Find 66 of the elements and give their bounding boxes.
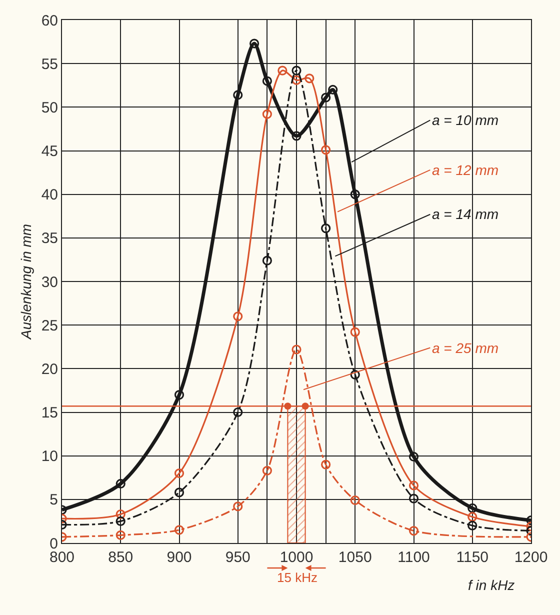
- point: [249, 38, 260, 48]
- point: [233, 502, 243, 512]
- y-tick-label: 60: [41, 12, 58, 30]
- point: [350, 370, 360, 380]
- annotation: a = 10 mm: [432, 112, 499, 128]
- point: [304, 74, 314, 84]
- x-tick-label: 1000: [280, 549, 314, 566]
- y-tick-label: 10: [41, 448, 58, 466]
- x-tick-label: 900: [166, 549, 192, 566]
- x-tick-label: 850: [108, 549, 134, 566]
- point: [408, 480, 419, 490]
- point: [262, 109, 272, 119]
- point: [350, 495, 360, 506]
- point: [233, 312, 243, 322]
- point: [321, 460, 331, 470]
- point: [292, 344, 302, 354]
- point: [233, 407, 243, 418]
- point: [116, 530, 126, 540]
- y-tick-label: 5: [50, 492, 58, 509]
- x-tick-label: 1050: [338, 549, 372, 566]
- point: [321, 92, 331, 102]
- point: [408, 526, 419, 536]
- point: [292, 75, 302, 85]
- y-tick-label: 30: [41, 274, 58, 291]
- x-tick-label: 1150: [456, 549, 489, 566]
- point: [408, 494, 419, 504]
- point: [174, 468, 184, 478]
- point: [350, 190, 360, 200]
- y-tick-label: 35: [41, 230, 58, 248]
- point: [468, 512, 478, 522]
- point: [278, 66, 288, 76]
- point: [116, 509, 126, 520]
- point: [116, 516, 126, 526]
- point: [408, 452, 419, 462]
- y-tick-label: 15: [41, 404, 58, 422]
- point: [321, 145, 331, 155]
- annotation: a = 14 mm: [432, 206, 499, 222]
- point: [116, 478, 126, 489]
- y-tick-label: 25: [41, 317, 58, 334]
- point: [321, 224, 331, 234]
- x-tick-label: 1200: [514, 549, 548, 566]
- x-tick-label: 1100: [398, 549, 430, 566]
- point: [262, 256, 272, 266]
- point: [262, 466, 272, 476]
- y-tick-label: 45: [41, 143, 58, 160]
- point: [233, 90, 243, 100]
- point: [350, 327, 360, 337]
- point: [292, 66, 302, 76]
- annotation: a = 12 mm: [432, 162, 499, 178]
- annotation: a = 25 mm: [432, 340, 499, 356]
- point: [468, 520, 478, 530]
- y-tick-label: 50: [41, 99, 58, 116]
- point: [328, 84, 338, 95]
- point: [468, 503, 478, 513]
- y-tick-label: 20: [41, 360, 58, 378]
- point: [174, 488, 184, 498]
- point: [174, 525, 184, 535]
- point: [292, 131, 302, 141]
- y-axis-title: Auslenkung in mm: [18, 224, 34, 340]
- point: [262, 76, 272, 86]
- y-tick-label: 55: [41, 56, 58, 73]
- point: [174, 390, 184, 400]
- y-tick-label: 40: [41, 186, 58, 204]
- x-axis-title: f in kHz: [468, 577, 515, 593]
- band-label: 15 kHz: [277, 570, 318, 585]
- x-tick-label: 950: [225, 549, 250, 566]
